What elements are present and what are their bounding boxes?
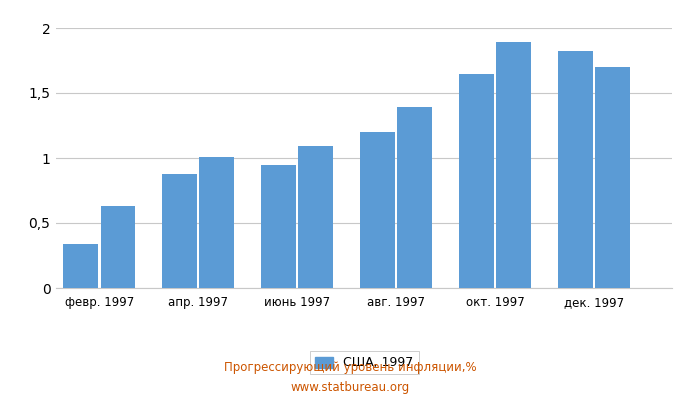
Bar <box>101 206 135 288</box>
Bar <box>459 74 494 288</box>
Bar <box>360 132 395 288</box>
Bar <box>595 67 630 288</box>
Legend: США, 1997: США, 1997 <box>309 352 419 374</box>
Bar <box>496 42 531 288</box>
Text: www.statbureau.org: www.statbureau.org <box>290 382 410 394</box>
Text: Прогрессирующий уровень инфляции,%: Прогрессирующий уровень инфляции,% <box>224 362 476 374</box>
Bar <box>558 51 593 288</box>
Bar <box>199 157 234 288</box>
Bar <box>298 146 333 288</box>
Bar <box>64 244 98 288</box>
Bar <box>261 164 296 288</box>
Bar <box>398 107 432 288</box>
Bar <box>162 174 197 288</box>
